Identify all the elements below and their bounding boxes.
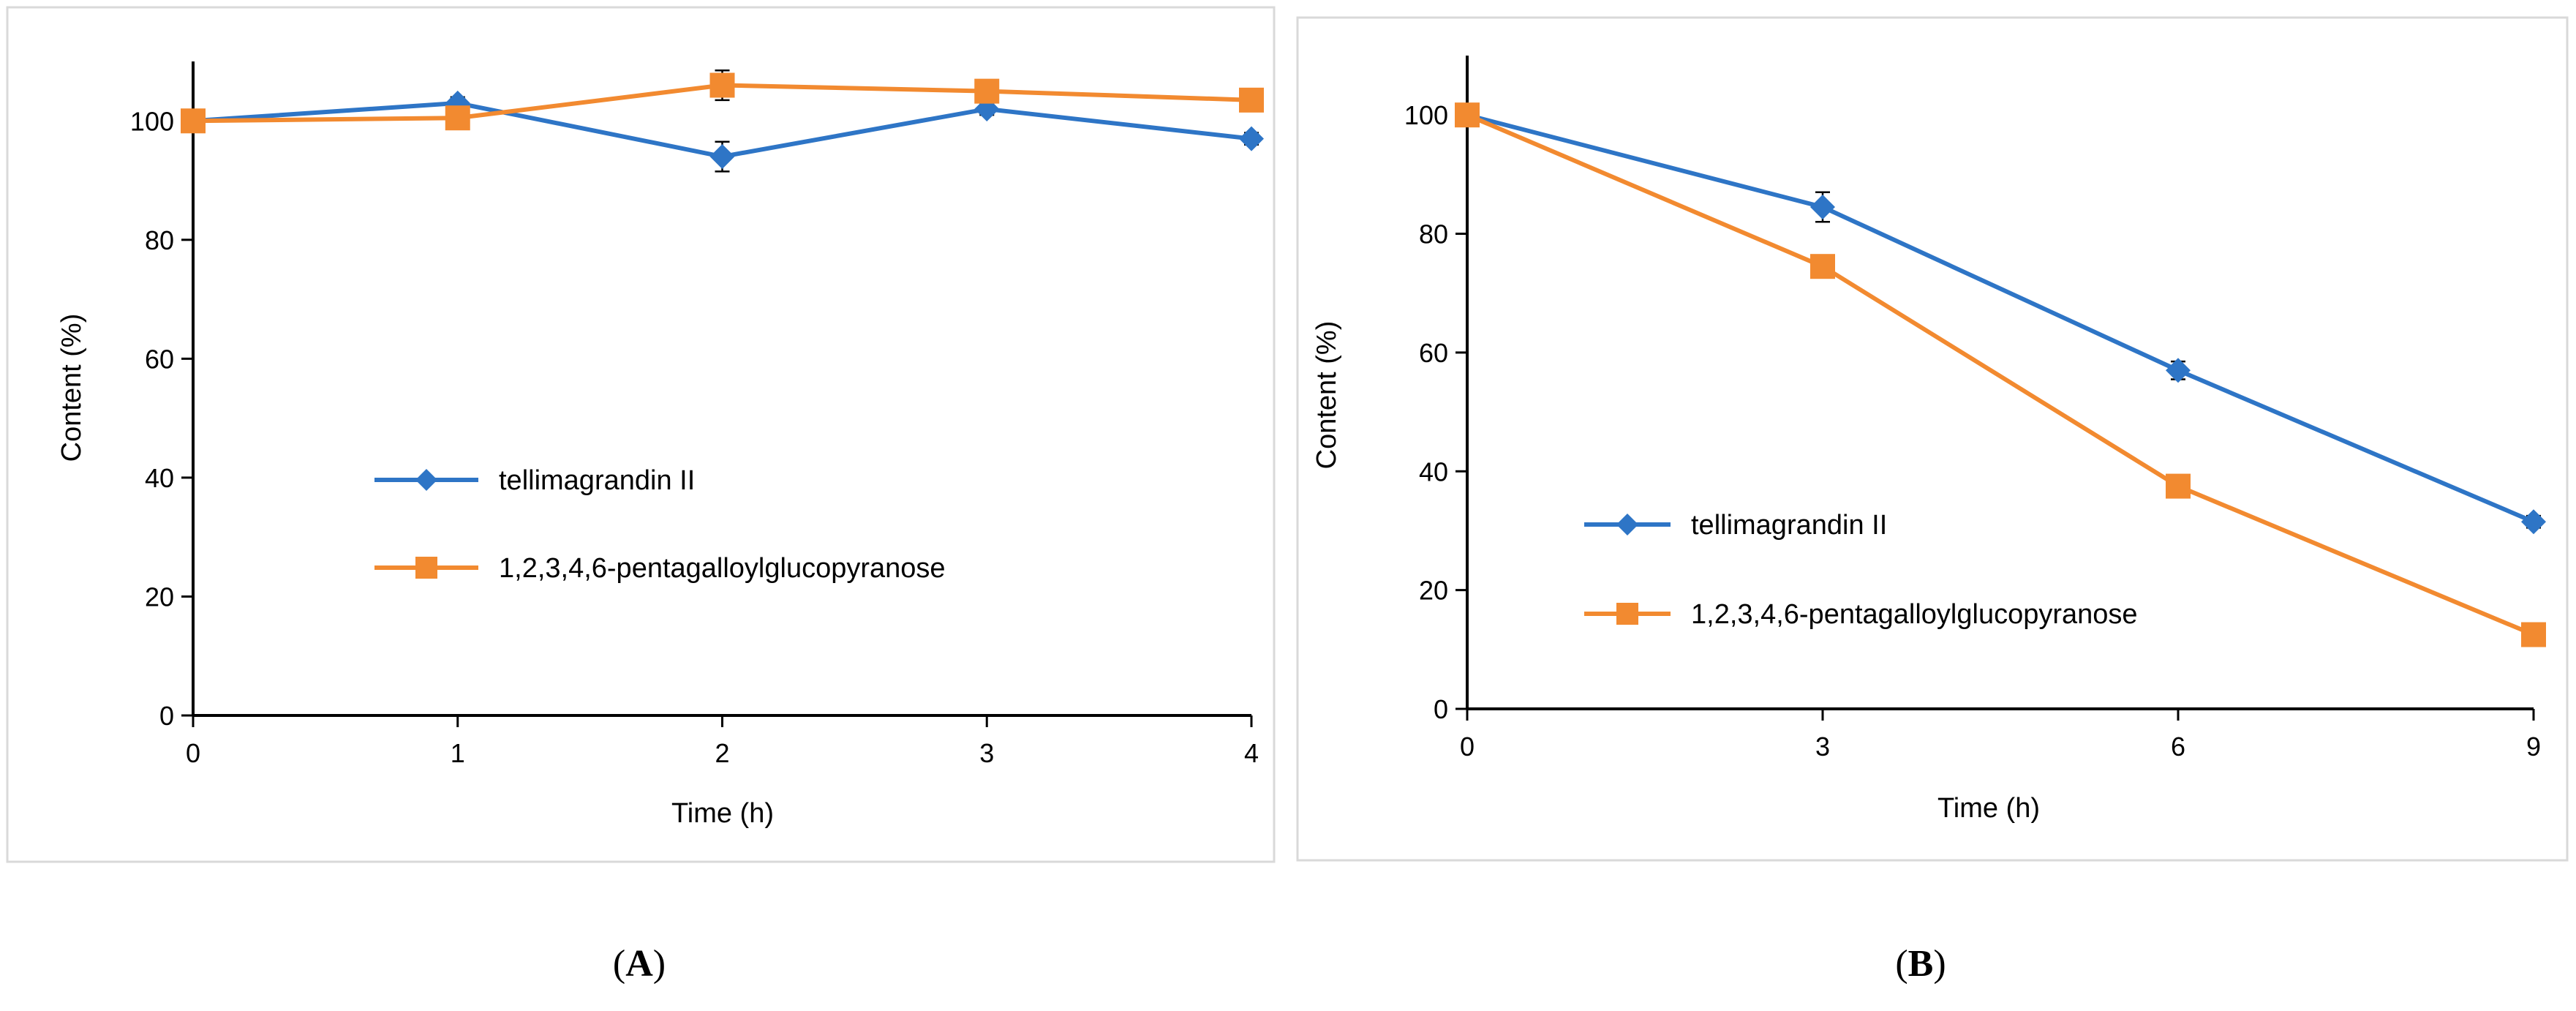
panel-a-chart: 0 20 40 60 80 100 0 1 2 3 4 Time (h) Content (%) tell… <box>56 61 1264 829</box>
panel-a-y-tick-label: 0 <box>159 701 174 731</box>
panel-a-y-tick-label: 20 <box>145 582 174 612</box>
panel-b-data-point-square <box>2521 622 2546 647</box>
panel-a-x-tick-label: 2 <box>715 738 729 768</box>
panel-a-legend-label: 1,2,3,4,6-pentagalloylglucopyranose <box>499 553 946 584</box>
panel-a-x-axis-title: Time (h) <box>671 798 774 829</box>
panel-a-legend-label: tellimagrandin II <box>499 465 695 496</box>
panel-a-series-pgg <box>181 69 1264 134</box>
panel-b-legend-label: 1,2,3,4,6-pentagalloylglucopyranose <box>1691 599 2138 630</box>
panel-b-legend-marker-square <box>1616 603 1638 625</box>
panel-a-data-point-square <box>709 72 735 98</box>
panel-a-y-tick-label: 40 <box>145 463 174 493</box>
panel-a-y-axis-title: Content (%) <box>56 314 87 462</box>
panel-b-label-letter: B <box>1908 943 1934 985</box>
panel-a-x-tick-label: 3 <box>979 738 994 768</box>
panel-b-y-tick-label: 40 <box>1419 456 1448 486</box>
panel-a-data-point-square <box>445 105 470 131</box>
panel-b-series-line <box>1466 113 2535 637</box>
panel-b-data-point-diamond <box>2166 358 2191 383</box>
panel-a-frame <box>6 6 1276 863</box>
panel-b-legend-marker-diamond <box>1616 514 1638 535</box>
panel-b-data-point-diamond <box>1810 195 1835 220</box>
panel-a-y-tick-label: 60 <box>145 344 174 374</box>
panel-a-legend-marker-square <box>415 557 437 579</box>
panel-a-data-point-square <box>181 108 206 134</box>
panel-b-y-tick-label: 100 <box>1404 100 1448 130</box>
panel-b-x-tick-label: 0 <box>1460 732 1475 762</box>
panel-b-y-tick-label: 0 <box>1434 694 1448 724</box>
panel-a-y-tick-label: 100 <box>130 106 174 136</box>
panel-a-x-tick-label: 0 <box>186 738 200 768</box>
panel-a-x-tick-label: 4 <box>1244 738 1259 768</box>
panel-a-legend: tellimagrandin II 1,2,3,4,6-pentagalloylg… <box>374 465 946 584</box>
panel-a-data-point-diamond <box>709 144 735 170</box>
panel-b-data-point-square <box>1810 254 1835 279</box>
panel-a-data-point-diamond <box>1239 126 1264 151</box>
panel-b-y-tick-label: 80 <box>1419 219 1448 249</box>
panel-b-y-tick-label: 60 <box>1419 338 1448 368</box>
panel-a-legend-marker-diamond <box>415 469 437 491</box>
panel-b-data-point-square <box>2166 473 2191 499</box>
panel-b-label: (B) <box>1895 943 1946 985</box>
panel-b-chart: 0 20 40 60 80 100 0 3 6 9 Time (h) Content (%) telli… <box>1311 56 2546 824</box>
panel-b-data-point-square <box>1455 102 1480 128</box>
panel-a-data-point-square <box>974 78 1000 104</box>
panel-b-data-point-diamond <box>2521 509 2546 535</box>
panel-b-x-axis-title: Time (h) <box>1937 793 2040 824</box>
panel-b-legend-label: tellimagrandin II <box>1691 510 1887 541</box>
panel-b-frame <box>1296 16 2569 862</box>
panel-b-y-axis-title: Content (%) <box>1311 321 1342 470</box>
panel-a-y-tick-label: 80 <box>145 225 174 255</box>
panel-b-legend: tellimagrandin II 1,2,3,4,6-pentagalloylg… <box>1584 510 2138 630</box>
panel-b-series-line <box>1466 113 2535 525</box>
panel-a-label-letter: A <box>625 943 653 985</box>
panel-b-x-tick-label: 6 <box>2171 732 2185 762</box>
panel-b-y-tick-label: 20 <box>1419 576 1448 606</box>
panel-a-x-tick-label: 1 <box>451 738 465 768</box>
panel-b-x-tick-label: 9 <box>2526 732 2541 762</box>
panel-b-x-tick-label: 3 <box>1815 732 1830 762</box>
panel-b-series-pgg <box>1455 102 2546 647</box>
panel-a-label: (A) <box>613 943 666 985</box>
panel-a-data-point-square <box>1239 87 1264 113</box>
